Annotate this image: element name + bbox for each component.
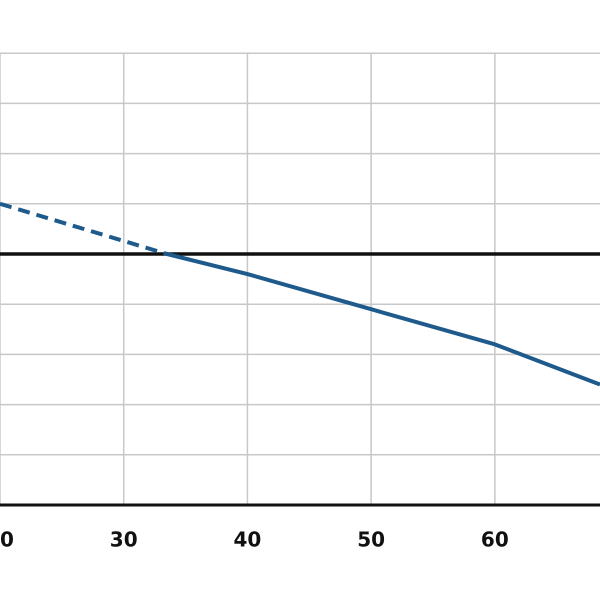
x-tick-label: 60 bbox=[481, 528, 509, 552]
x-tick-label: 40 bbox=[234, 528, 262, 552]
data-line bbox=[0, 201, 168, 256]
x-tick-label: 30 bbox=[110, 528, 138, 552]
x-tick-label: 20 bbox=[0, 528, 14, 552]
data-line bbox=[166, 252, 600, 387]
x-tick-label: 50 bbox=[357, 528, 385, 552]
